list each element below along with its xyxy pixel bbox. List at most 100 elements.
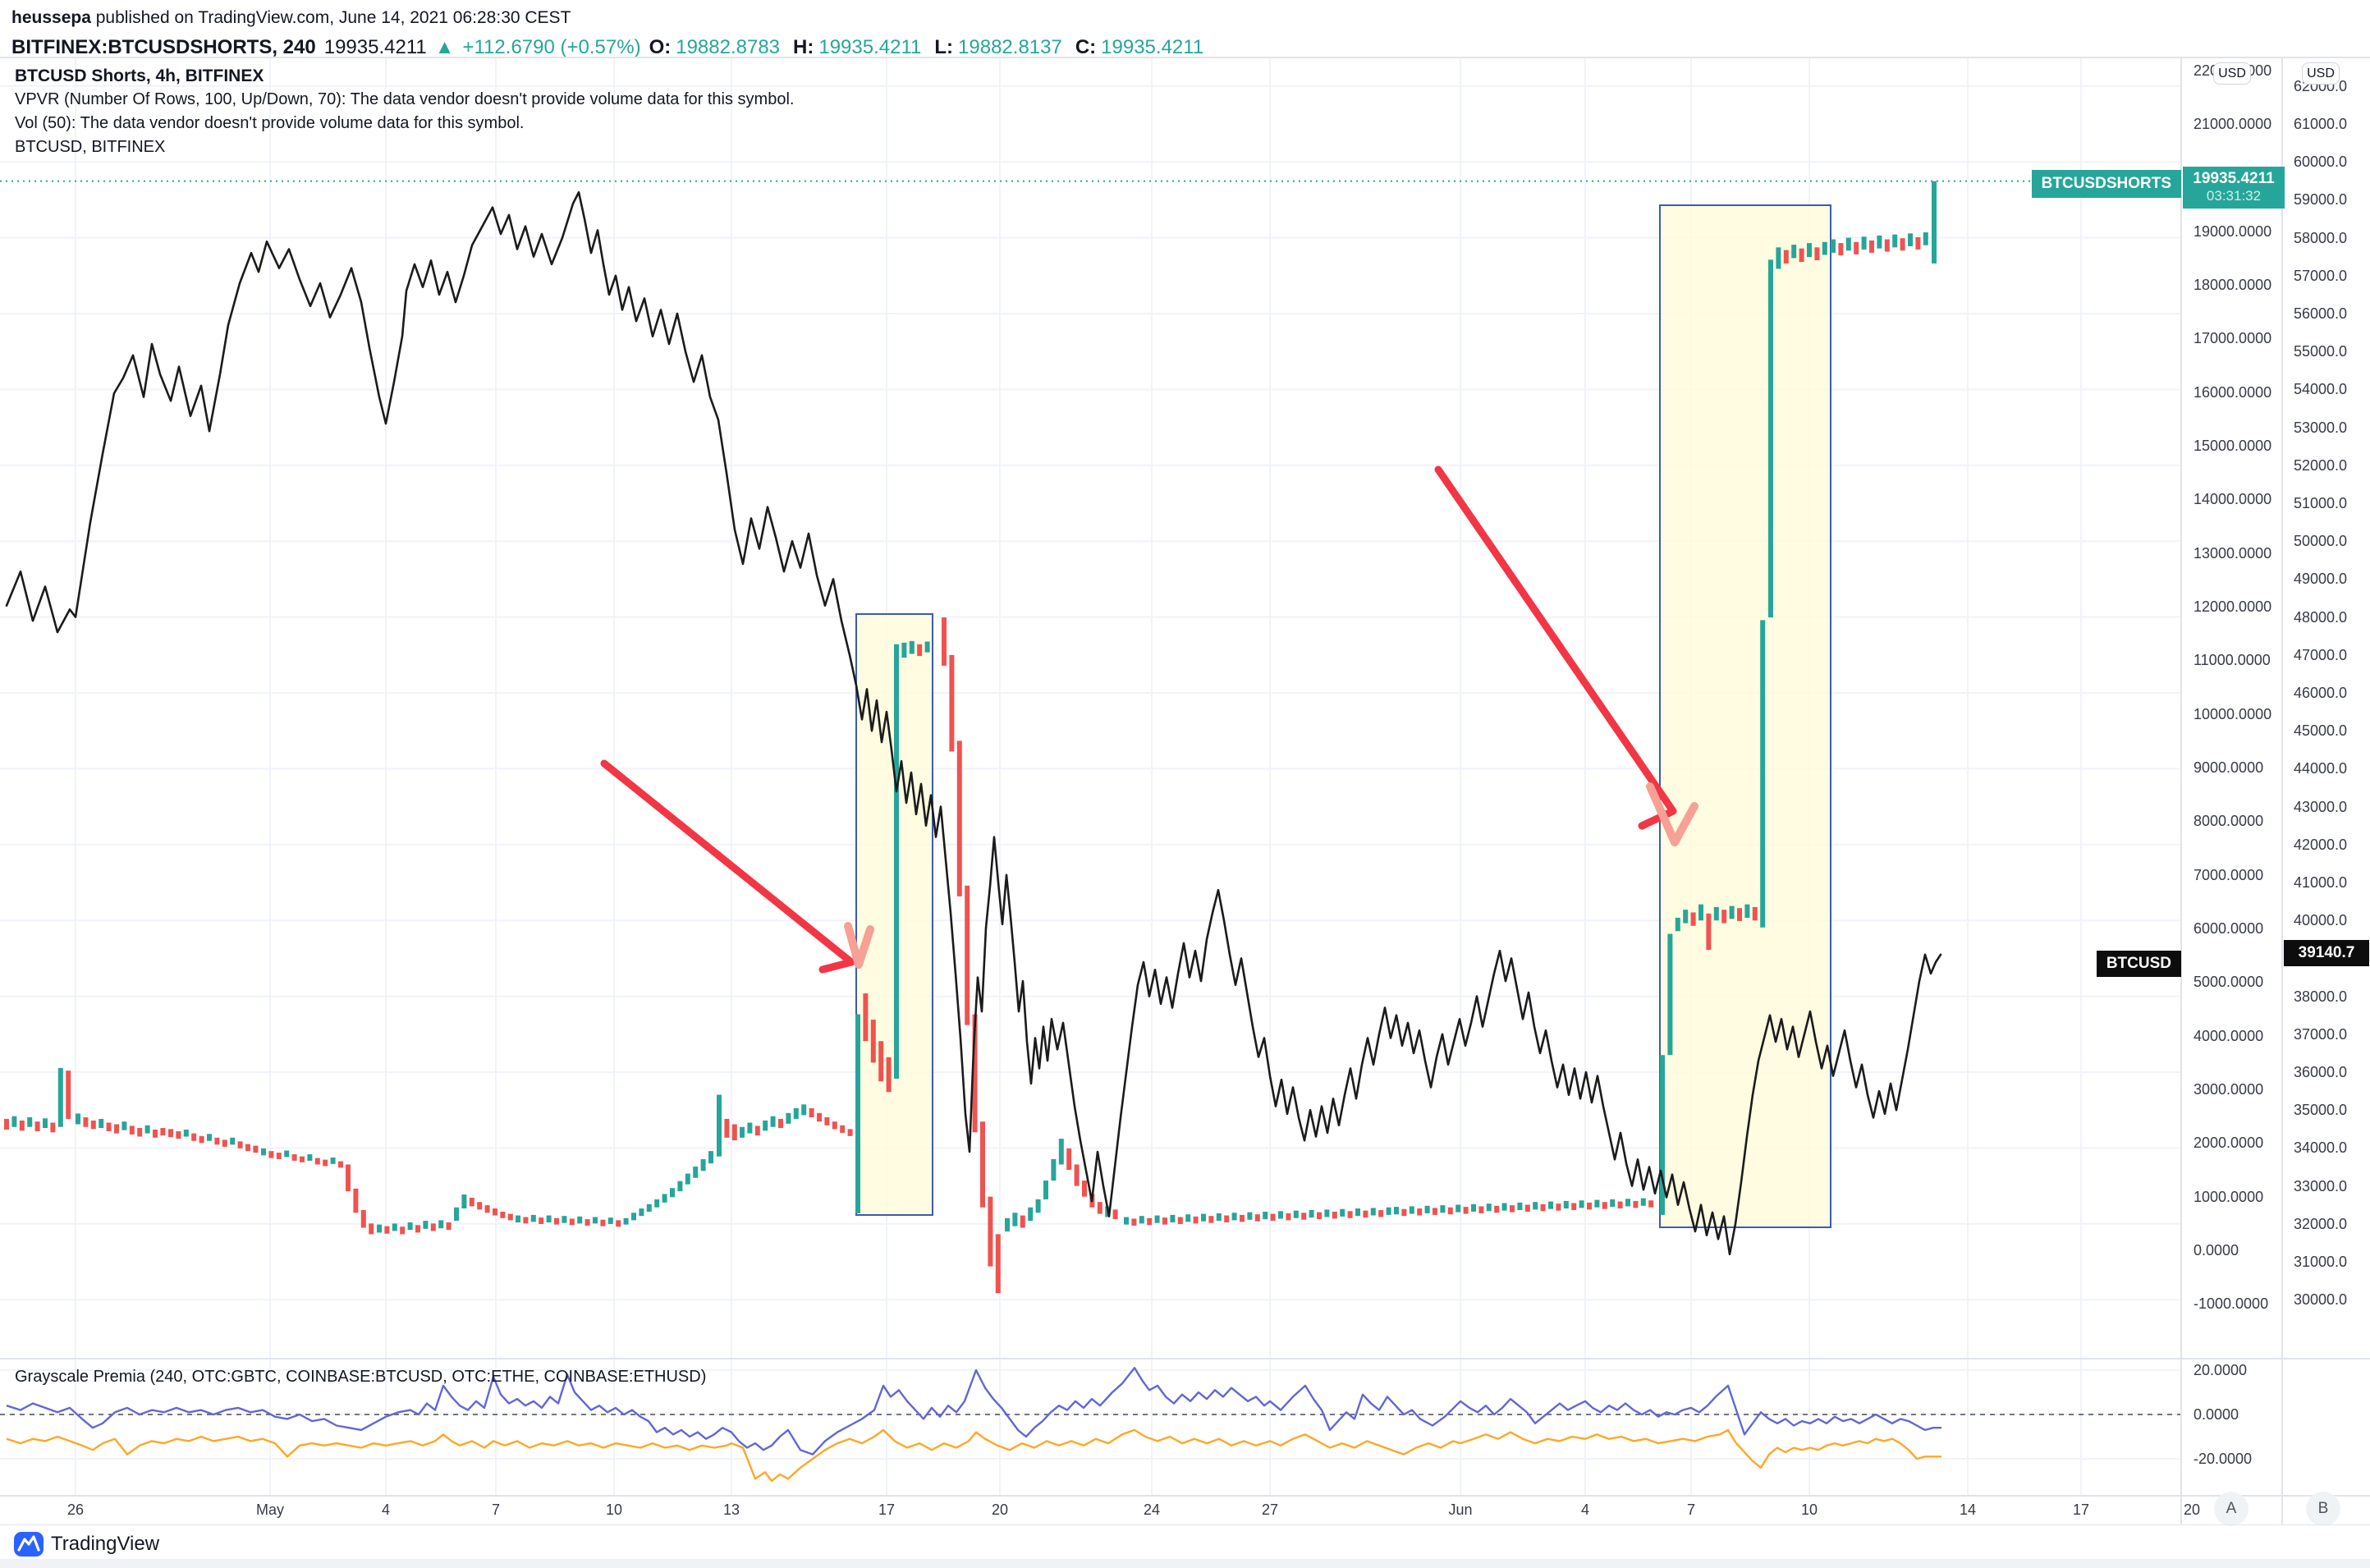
price-tick-label: 20.0000 (2194, 1362, 2248, 1378)
price-tick-label: 45000.0 (2294, 722, 2348, 740)
time-tick-label: 26 (66, 1502, 85, 1518)
shorts-price-tag: 19935.4211 03:31:32 (2183, 167, 2285, 209)
price-tick-label: 40000.0 (2294, 912, 2348, 929)
close-label: C: (1075, 36, 1097, 58)
scale-toggle-button-b[interactable]: B (2306, 1492, 2340, 1526)
price-tick-label: 51000.0 (2294, 495, 2348, 511)
shorts-price-value: 19935.4211 (2193, 170, 2275, 187)
subpanel-legend[interactable]: Grayscale Premia (240, OTC:GBTC, COINBAS… (15, 1368, 707, 1386)
price-tick-label: 9000.0000 (2194, 759, 2264, 777)
price-tick-label: 8000.0000 (2194, 813, 2264, 830)
tradingview-logo-icon (14, 1532, 44, 1557)
price-tick-label: 18000.0000 (2194, 277, 2272, 294)
price-tick-label: 60000.0 (2294, 154, 2348, 171)
time-tick-label: 27 (1261, 1502, 1279, 1518)
shorts-symbol-tag: BTCUSDSHORTS (2031, 170, 2181, 198)
symbol-ohlc-row: BITFINEX:BTCUSDSHORTS, 240 19935.4211 ▲ … (11, 36, 1212, 59)
price-tick-label: 47000.0 (2294, 646, 2348, 663)
price-tick-label: 31000.0 (2294, 1254, 2348, 1270)
time-tick-label: 20 (2183, 1502, 2201, 1518)
high-label: H: (793, 36, 814, 58)
publish-byline: heussepa published on TradingView.com, J… (11, 8, 571, 28)
price-tick-label: 46000.0 (2294, 685, 2348, 701)
price-tick-label: 35000.0 (2294, 1102, 2348, 1119)
price-tick-label: 1000.0000 (2194, 1188, 2264, 1205)
last-price: 19935.4211 (323, 36, 427, 58)
price-tick-label: 16000.0000 (2194, 383, 2272, 401)
price-tick-label: 61000.0 (2294, 116, 2348, 132)
price-tick-label: 58000.0 (2294, 229, 2348, 246)
price-tick-label: 0.0000 (2194, 1406, 2239, 1423)
price-tick-label: 43000.0 (2294, 798, 2348, 815)
usd-unit-button[interactable]: USD (2302, 62, 2340, 85)
price-tick-label: 52000.0 (2294, 456, 2348, 474)
price-tick-label: 34000.0 (2294, 1139, 2348, 1157)
price-tick-label: 12000.0000 (2194, 598, 2272, 616)
price-tick-label: 10000.0000 (2194, 705, 2272, 722)
price-tick-label: 55000.0 (2294, 343, 2348, 360)
btcusd-price-tag: 39140.7 (2284, 940, 2369, 966)
time-tick-label: 10 (1800, 1502, 1818, 1518)
time-tick-label: 24 (1143, 1502, 1161, 1518)
legend-btcusd-overlay[interactable]: BTCUSD, BITFINEX (15, 138, 166, 156)
time-tick-label: May (255, 1502, 285, 1518)
price-tick-label: 21000.0000 (2194, 116, 2272, 133)
price-tick-label: 13000.0000 (2194, 544, 2272, 562)
price-tick-label: 15000.0000 (2194, 438, 2272, 455)
btcusd-symbol-tag: BTCUSD (2096, 951, 2181, 977)
price-tick-label: 2000.0000 (2194, 1135, 2264, 1152)
price-change: +112.6790 (+0.57%) (462, 36, 641, 58)
arrow-up-icon: ▲ (434, 36, 455, 58)
shorts-unit-button[interactable]: USD (2213, 62, 2251, 85)
time-tick-label: 17 (878, 1502, 896, 1518)
price-tick-label: 11000.0000 (2194, 652, 2271, 669)
price-tick-label: 4000.0000 (2194, 1027, 2264, 1044)
legend-vol[interactable]: Vol (50): The data vendor doesn't provid… (15, 114, 525, 132)
price-tick-label: -1000.0000 (2194, 1295, 2269, 1313)
price-tick-label: 38000.0 (2294, 988, 2348, 1005)
price-tick-label: 3000.0000 (2194, 1081, 2264, 1098)
byline-text: published on TradingView.com, June 14, 2… (90, 8, 571, 27)
price-tick-label: 44000.0 (2294, 760, 2348, 777)
time-tick-label: 4 (1580, 1502, 1590, 1518)
price-tick-label: 32000.0 (2294, 1215, 2348, 1232)
price-tick-label: 17000.0000 (2194, 330, 2272, 347)
footer-divider (0, 1524, 2370, 1525)
tradingview-brand-text: TradingView (51, 1533, 160, 1555)
chart-legend: BTCUSD Shorts, 4h, BITFINEX VPVR (Number… (15, 64, 794, 159)
price-tick-label: 19000.0000 (2194, 222, 2272, 240)
open-label: O: (649, 36, 672, 58)
time-tick-label: 20 (991, 1502, 1009, 1518)
price-tick-label: 33000.0 (2294, 1177, 2348, 1194)
bottom-strip (0, 1559, 2370, 1568)
time-tick-label: 10 (605, 1502, 623, 1518)
price-tick-label: 49000.0 (2294, 571, 2348, 588)
close-value: 19935.4211 (1101, 36, 1204, 58)
price-tick-label: 56000.0 (2294, 305, 2348, 322)
price-tick-label: 59000.0 (2294, 191, 2348, 209)
open-value: 19882.8783 (676, 36, 781, 58)
time-tick-label: 14 (1959, 1502, 1977, 1518)
price-tick-label: 5000.0000 (2194, 974, 2264, 991)
price-tick-label: 48000.0 (2294, 608, 2348, 626)
price-tick-label: 57000.0 (2294, 267, 2348, 284)
author-name: heussepa (11, 8, 91, 27)
legend-main-series[interactable]: BTCUSD Shorts, 4h, BITFINEX (15, 66, 264, 85)
scale-toggle-button-a[interactable]: A (2214, 1492, 2249, 1526)
price-tick-label: 54000.0 (2294, 381, 2348, 398)
tradingview-brand[interactable]: TradingView (13, 1529, 159, 1560)
time-tick-label: 7 (1686, 1502, 1696, 1518)
price-tick-label: 50000.0 (2294, 533, 2348, 550)
ohlc-values: O: 19882.8783 H: 19935.4211 L: 19882.8137 C… (649, 36, 1213, 59)
price-tick-label: 0.0000 (2194, 1242, 2239, 1259)
high-value: 19935.4211 (818, 36, 922, 58)
time-tick-label: 17 (2072, 1502, 2090, 1518)
legend-vpvr[interactable]: VPVR (Number Of Rows, 100, Up/Down, 70):… (15, 90, 795, 108)
symbol-name: BITFINEX:BTCUSDSHORTS, 240 (11, 36, 316, 58)
price-tick-label: 14000.0000 (2194, 491, 2272, 508)
price-tick-label: -20.0000 (2194, 1451, 2253, 1467)
price-tick-label: 6000.0000 (2194, 920, 2264, 938)
time-tick-label: 13 (722, 1502, 740, 1518)
